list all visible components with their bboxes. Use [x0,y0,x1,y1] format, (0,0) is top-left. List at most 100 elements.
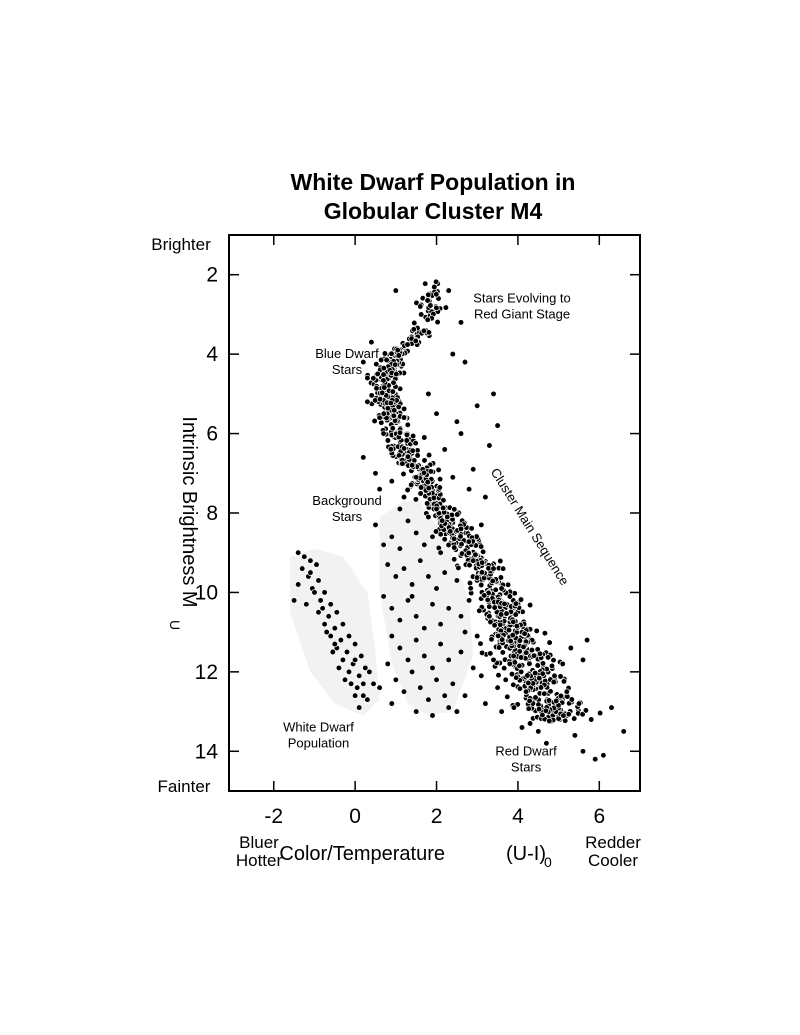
background-star [482,493,489,501]
background-star [518,724,526,731]
background-star [457,613,465,620]
background-star [461,628,469,636]
main-sequence-star [510,681,517,688]
background-star [494,684,501,691]
main-sequence-star [465,549,472,557]
background-star [433,585,440,592]
background-star [360,454,367,461]
annotation-red-dwarf-line-2: Stars [511,759,542,774]
main-sequence-star [430,494,438,502]
background-star [441,692,448,699]
main-sequence-star [440,497,447,504]
main-sequence-star [387,399,394,407]
background-star [364,374,371,382]
main-sequence-star [447,528,454,535]
main-sequence-star [516,662,523,669]
y-tick-label: 12 [195,661,218,684]
background-star [482,700,489,707]
white-dwarf-star [341,676,349,683]
background-star [364,398,371,405]
main-sequence-star [414,452,421,459]
main-sequence-star [530,652,538,659]
main-sequence-star [403,431,411,439]
background-star [457,430,465,437]
main-sequence-star [436,476,444,483]
background-star [376,684,383,691]
x-tick-label: 6 [593,805,605,828]
main-sequence-star [425,451,433,459]
main-sequence-star [381,350,389,357]
x-axis-title: Color/Temperature [279,843,445,865]
main-sequence-star [380,410,387,417]
background-star [425,696,432,703]
x-axis-variable: (U-I) [506,843,546,865]
background-star [465,597,473,604]
white-dwarf-star [345,632,353,640]
main-sequence-star [380,377,387,384]
annotation-red-dwarf-line-1: Red Dwarf [495,743,557,758]
background-star [502,676,509,683]
background-star [404,597,412,604]
annotation-white-dwarf-line-1: White Dwarf [283,719,354,734]
main-sequence-star [516,637,524,644]
main-sequence-star [546,639,553,646]
background-star [551,672,558,679]
white-dwarf-star [325,613,332,620]
white-dwarf-star [370,680,377,687]
main-sequence-star [509,631,516,639]
main-sequence-star [395,352,402,359]
background-star [470,664,477,672]
annotation-background-line-1: Background [312,493,381,508]
white-dwarf-star [329,648,336,656]
main-sequence-star [487,650,494,657]
main-sequence-star [553,697,560,705]
main-sequence-star [560,678,568,685]
main-sequence-star [528,646,536,654]
white-dwarf-star [345,668,353,676]
main-sequence-star [539,660,547,667]
main-sequence-star [526,697,533,705]
background-star [404,656,412,664]
background-star [413,613,420,620]
background-star [490,390,497,398]
main-sequence-star [516,685,524,692]
white-dwarf-star [307,557,314,564]
background-star [470,466,477,473]
x-tick-label: -2 [264,805,283,828]
main-sequence-star [445,541,452,549]
main-sequence-star [396,429,404,436]
background-star [392,676,399,683]
background-star [449,350,456,358]
background-star [510,704,518,711]
background-star [433,410,440,417]
main-sequence-star [532,694,539,701]
white-dwarf-star [351,640,359,648]
background-star [388,533,395,540]
main-sequence-star [432,528,440,535]
white-dwarf-star [351,692,359,699]
main-sequence-star [497,611,505,618]
background-star [457,319,465,326]
main-sequence-star [389,425,396,432]
background-star [396,545,404,552]
main-sequence-star [400,414,408,421]
background-star [478,672,485,679]
background-star [588,716,595,723]
x-tick-label: 4 [512,805,524,828]
main-sequence-star [395,403,402,411]
background-star [453,577,461,584]
background-star [559,660,566,668]
background-star [396,617,404,624]
main-sequence-star [380,371,387,378]
main-sequence-star [539,711,546,719]
main-sequence-star [404,486,411,494]
main-sequence-star [412,496,420,503]
main-sequence-star [404,341,411,348]
white-dwarf-star [311,589,318,596]
main-sequence-star [427,468,435,475]
main-sequence-star [505,626,513,634]
background-star [457,525,465,533]
main-sequence-star [510,652,517,660]
background-star [413,708,420,715]
main-sequence-star [525,679,532,687]
